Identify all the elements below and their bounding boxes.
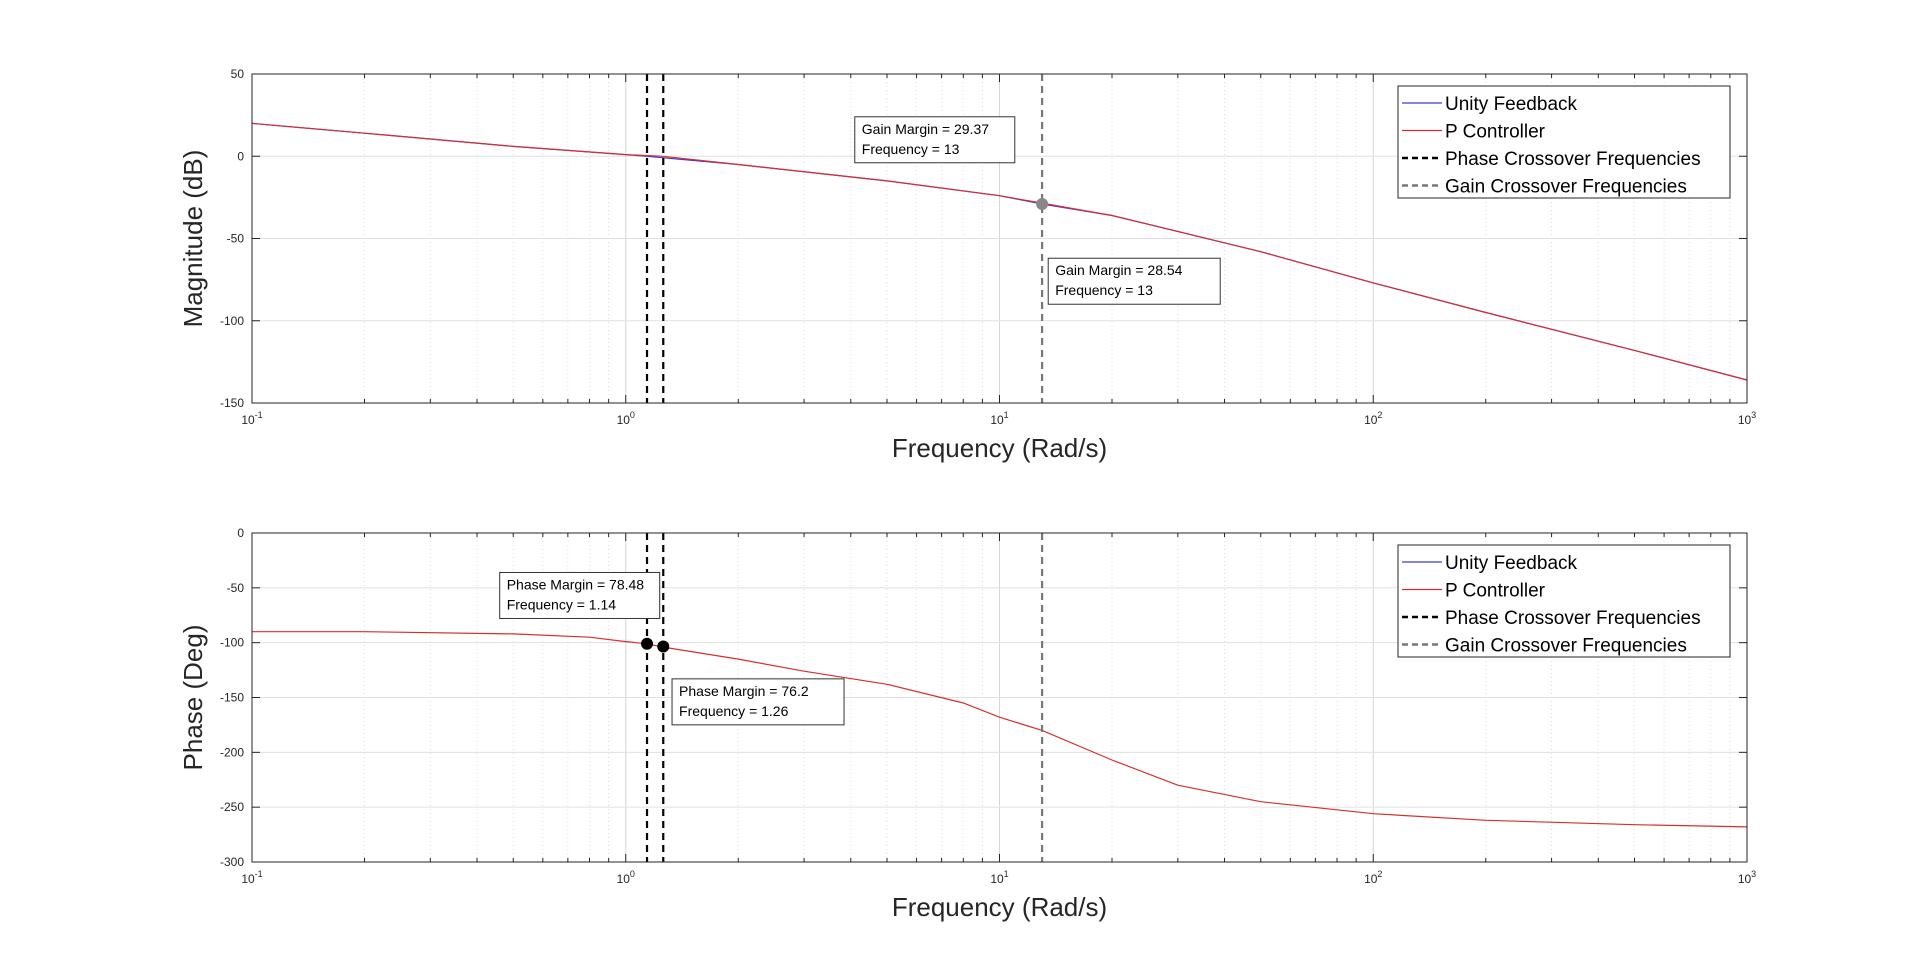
y-tick-label: 50 bbox=[231, 67, 245, 81]
x-tick-label: 10-1 bbox=[241, 410, 262, 427]
legend-label-0: Unity Feedback bbox=[1445, 94, 1578, 115]
datatip-line: Frequency = 13 bbox=[862, 141, 960, 157]
x-tick-label: 10-1 bbox=[241, 869, 262, 886]
x-tick-label: 100 bbox=[617, 869, 635, 886]
y-tick-label: -300 bbox=[220, 855, 244, 869]
y-tick-label: -250 bbox=[220, 800, 244, 814]
legend-label-3: Gain Crossover Frequencies bbox=[1445, 177, 1687, 198]
datatip-line: Phase Margin = 78.48 bbox=[507, 576, 645, 592]
legend-label-1: P Controller bbox=[1445, 122, 1546, 143]
legend-box bbox=[1397, 85, 1731, 199]
datatip-0: Gain Margin = 29.37 Frequency = 13 bbox=[854, 116, 1016, 164]
x-tick-label: 101 bbox=[990, 410, 1008, 427]
axes bbox=[251, 532, 1748, 863]
y-tick-label: 0 bbox=[237, 526, 244, 540]
legend: Unity Feedback P Controller Phase Crossove… bbox=[1397, 85, 1731, 199]
x-tick-label: 103 bbox=[1738, 869, 1756, 886]
axes bbox=[251, 73, 1748, 404]
datatip-box bbox=[671, 678, 845, 726]
datatip-box bbox=[854, 116, 1016, 164]
series-line-1 bbox=[251, 122, 1748, 381]
y-tick-label: -50 bbox=[227, 581, 245, 595]
datatip-0: Phase Margin = 78.48 Frequency = 1.14 bbox=[499, 571, 661, 619]
y-tick-label: -150 bbox=[220, 396, 244, 410]
legend-label-1: P Controller bbox=[1445, 581, 1546, 602]
x-tick-label: 102 bbox=[1364, 869, 1382, 886]
datatip-line: Frequency = 1.26 bbox=[679, 703, 789, 719]
legend-label-2: Phase Crossover Frequencies bbox=[1445, 149, 1701, 170]
x-axis-label: Frequency (Rad/s) bbox=[892, 433, 1107, 463]
legend-label-2: Phase Crossover Frequencies bbox=[1445, 608, 1701, 629]
legend-box bbox=[1397, 544, 1731, 658]
datatip-box bbox=[1047, 257, 1221, 305]
y-axis-label: Phase (Deg) bbox=[178, 625, 208, 771]
y-axis-label: Magnitude (dB) bbox=[178, 150, 208, 328]
y-tick-label: -50 bbox=[227, 232, 245, 246]
x-tick-label: 103 bbox=[1738, 410, 1756, 427]
y-tick-label: -150 bbox=[220, 691, 244, 705]
y-tick-label: -200 bbox=[220, 745, 244, 759]
x-tick-label: 101 bbox=[990, 869, 1008, 886]
datatip-box bbox=[499, 571, 661, 619]
datatip-1: Phase Margin = 76.2 Frequency = 1.26 bbox=[671, 678, 845, 726]
crossover-marker-0 bbox=[1036, 197, 1049, 210]
datatip-line: Frequency = 1.14 bbox=[507, 596, 617, 612]
legend-label-0: Unity Feedback bbox=[1445, 553, 1578, 574]
x-tick-label: 100 bbox=[617, 410, 635, 427]
y-tick-label: -100 bbox=[220, 314, 244, 328]
datatip-1: Gain Margin = 28.54 Frequency = 13 bbox=[1047, 257, 1221, 305]
crossover-marker-1 bbox=[657, 640, 670, 653]
legend-label-3: Gain Crossover Frequencies bbox=[1445, 636, 1687, 657]
crossover-marker-0 bbox=[641, 637, 654, 650]
datatip-line: Frequency = 13 bbox=[1055, 282, 1153, 298]
series-line-0 bbox=[252, 631, 1748, 828]
datatip-line: Phase Margin = 76.2 bbox=[679, 683, 809, 699]
y-tick-label: -100 bbox=[220, 636, 244, 650]
datatip-line: Gain Margin = 29.37 bbox=[862, 121, 989, 137]
y-tick-label: 0 bbox=[237, 149, 244, 163]
x-tick-label: 102 bbox=[1364, 410, 1382, 427]
legend: Unity Feedback P Controller Phase Crossove… bbox=[1397, 544, 1731, 658]
x-axis-label: Frequency (Rad/s) bbox=[892, 892, 1107, 922]
datatip-line: Gain Margin = 28.54 bbox=[1055, 262, 1182, 278]
